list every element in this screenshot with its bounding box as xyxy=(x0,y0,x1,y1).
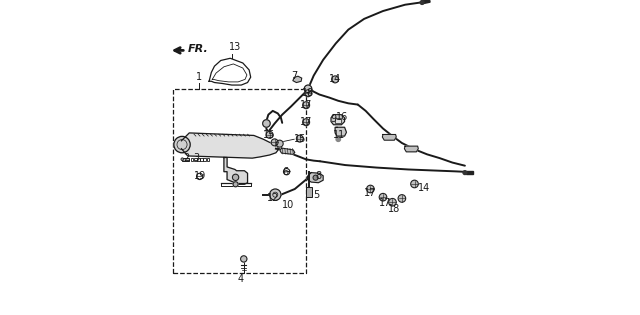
Circle shape xyxy=(420,1,424,4)
Text: 7: 7 xyxy=(291,71,298,81)
Circle shape xyxy=(262,120,270,127)
Text: 17: 17 xyxy=(364,188,376,198)
Circle shape xyxy=(296,135,303,142)
Text: 9: 9 xyxy=(330,114,337,124)
Polygon shape xyxy=(382,135,396,140)
Circle shape xyxy=(411,180,419,188)
Text: 14: 14 xyxy=(329,74,341,84)
Text: 15: 15 xyxy=(262,130,275,140)
Bar xyxy=(191,158,193,161)
Circle shape xyxy=(336,137,340,141)
Bar xyxy=(465,171,474,174)
Circle shape xyxy=(380,193,387,201)
Polygon shape xyxy=(331,115,344,125)
Polygon shape xyxy=(280,148,295,154)
Bar xyxy=(422,0,430,4)
Text: 18: 18 xyxy=(302,88,314,98)
Circle shape xyxy=(388,198,396,206)
Text: 17: 17 xyxy=(300,117,312,127)
Bar xyxy=(204,158,206,161)
Text: 15: 15 xyxy=(294,134,306,144)
Circle shape xyxy=(332,76,339,83)
Circle shape xyxy=(304,85,312,93)
Circle shape xyxy=(241,256,247,262)
Text: 12: 12 xyxy=(267,193,279,203)
Bar xyxy=(182,158,189,161)
Text: 10: 10 xyxy=(282,200,294,210)
Text: 5: 5 xyxy=(313,190,319,200)
Polygon shape xyxy=(181,133,279,158)
Text: 14: 14 xyxy=(418,183,430,193)
Circle shape xyxy=(367,185,374,193)
Polygon shape xyxy=(224,158,248,184)
Polygon shape xyxy=(293,76,301,83)
Circle shape xyxy=(269,189,281,200)
Circle shape xyxy=(313,175,318,180)
Bar xyxy=(207,158,209,161)
Bar xyxy=(335,118,341,123)
Circle shape xyxy=(232,174,239,180)
Polygon shape xyxy=(335,127,346,136)
Text: 13: 13 xyxy=(229,42,241,52)
Polygon shape xyxy=(404,146,419,152)
Circle shape xyxy=(266,131,273,138)
Text: 8: 8 xyxy=(315,171,321,181)
Text: 16: 16 xyxy=(336,112,348,122)
Text: 6: 6 xyxy=(282,167,289,177)
Text: 1: 1 xyxy=(196,72,202,82)
Circle shape xyxy=(303,102,310,109)
Circle shape xyxy=(303,119,310,126)
Bar xyxy=(197,158,200,161)
Text: 3: 3 xyxy=(193,153,200,163)
Bar xyxy=(194,158,196,161)
Text: 4: 4 xyxy=(237,274,243,284)
Circle shape xyxy=(181,158,184,161)
Bar xyxy=(200,158,203,161)
Text: FR.: FR. xyxy=(188,44,209,54)
Text: 18: 18 xyxy=(388,203,401,214)
Circle shape xyxy=(305,90,312,97)
Circle shape xyxy=(233,182,238,187)
Circle shape xyxy=(398,195,406,202)
Bar xyxy=(306,187,312,197)
Text: 2: 2 xyxy=(184,153,190,163)
Circle shape xyxy=(271,139,278,146)
Polygon shape xyxy=(307,173,323,183)
Text: 11: 11 xyxy=(333,130,346,140)
Circle shape xyxy=(276,140,283,147)
Circle shape xyxy=(463,171,467,175)
Circle shape xyxy=(174,136,190,153)
Text: 19: 19 xyxy=(193,171,206,181)
Text: 17: 17 xyxy=(300,100,312,110)
Text: 17: 17 xyxy=(379,198,391,209)
